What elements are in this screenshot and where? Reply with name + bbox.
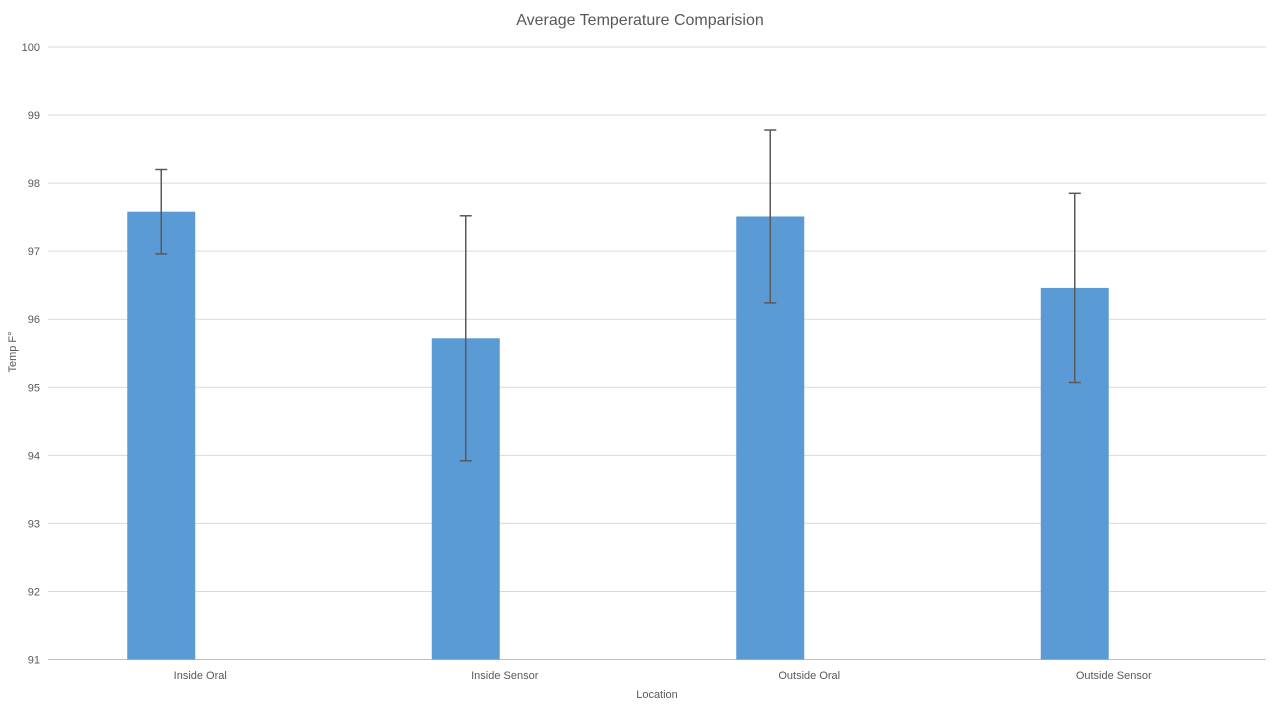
y-tick-label: 93 xyxy=(28,518,40,530)
y-tick-label: 99 xyxy=(28,110,40,122)
x-category-label: Outside Oral xyxy=(778,670,840,682)
y-tick-label: 100 xyxy=(22,42,40,54)
x-category-label: Inside Sensor xyxy=(471,670,539,682)
y-tick-label: 95 xyxy=(28,382,40,394)
y-tick-label: 91 xyxy=(28,655,40,667)
x-axis-title: Location xyxy=(636,689,678,701)
y-tick-label: 92 xyxy=(28,586,40,598)
y-tick-label: 97 xyxy=(28,246,40,258)
x-category-label: Outside Sensor xyxy=(1076,670,1152,682)
y-axis-title: Temp F° xyxy=(7,331,19,373)
y-tick-label: 94 xyxy=(28,450,40,462)
y-tick-label: 98 xyxy=(28,178,40,190)
y-tick-label: 96 xyxy=(28,314,40,326)
bar xyxy=(127,211,196,660)
x-category-label: Inside Oral xyxy=(174,670,227,682)
chart-title: Average Temperature Comparision xyxy=(516,12,764,29)
